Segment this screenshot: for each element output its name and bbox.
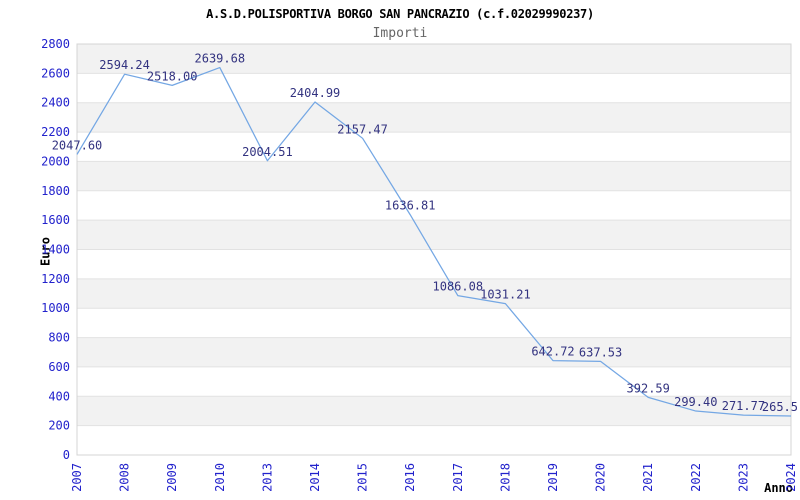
y-tick-label: 200 [48,419,70,433]
x-tick-label: 2015 [356,463,370,492]
chart-subtitle: Importi [372,26,428,41]
chart-title: A.S.D.POLISPORTIVA BORGO SAN PANCRAZIO (… [206,7,594,21]
data-point-label: 271.77 [722,399,765,413]
grid-band [77,396,791,426]
x-tick-label: 2024 [784,463,798,492]
x-tick-label: 2020 [594,463,608,492]
grid-band [77,220,791,250]
x-tick-label: 2016 [403,463,417,492]
x-tick-label: 2018 [498,463,512,492]
y-tick-label: 1800 [41,184,70,198]
y-tick-label: 2200 [41,125,70,139]
y-tick-label: 800 [48,331,70,345]
series-line [76,66,792,417]
grid-band [77,161,791,191]
grid-band [77,337,791,367]
x-axis-title: Anno [764,481,793,495]
y-tick-label: 1200 [41,272,70,286]
data-point-label: 392.59 [627,381,670,395]
x-tick-label: 2017 [451,463,465,492]
x-tick-label: 2023 [736,463,750,492]
x-tick-label: 2013 [260,463,274,492]
data-point-label: 1031.21 [480,288,531,302]
y-tick-label: 2400 [41,96,70,110]
y-tick-label: 400 [48,389,70,403]
x-tick-label: 2008 [118,463,132,492]
grid-band [77,278,791,309]
y-tick-label: 1400 [41,243,70,257]
grid-band [77,102,791,133]
data-point-label: 1636.81 [385,199,436,213]
x-tick-label: 2022 [689,463,703,492]
grid-band [77,44,791,74]
data-point-label: 642.72 [531,345,574,359]
data-point-label: 637.53 [579,345,622,359]
y-tick-label: 2000 [41,154,70,168]
data-point-label: 265.5 [762,400,798,414]
y-tick-label: 2600 [41,66,70,80]
x-tick-label: 2019 [546,463,560,492]
data-point-label: 2518.00 [147,69,198,83]
data-point-label: 299.40 [674,395,717,409]
y-tick-label: 1600 [41,213,70,227]
y-tick-label: 600 [48,360,70,374]
x-tick-label: 2009 [165,463,179,492]
data-point-label: 2157.47 [337,122,388,136]
x-tick-label: 2007 [70,463,84,492]
data-point-label: 2047.60 [52,138,103,152]
data-point-label: 1086.08 [433,280,484,294]
x-tick-label: 2021 [641,463,655,492]
x-tick-label: 2014 [308,463,322,492]
x-tick-label: 2010 [213,463,227,492]
plot-border [76,43,792,456]
y-tick-label: 2800 [41,37,70,51]
y-tick-label: 0 [63,448,70,462]
data-point-label: 2004.51 [242,145,293,159]
data-point-label: 2404.99 [290,86,341,100]
data-point-label: 2639.68 [195,52,246,66]
y-tick-label: 1000 [41,301,70,315]
data-point-label: 2594.24 [99,58,150,72]
